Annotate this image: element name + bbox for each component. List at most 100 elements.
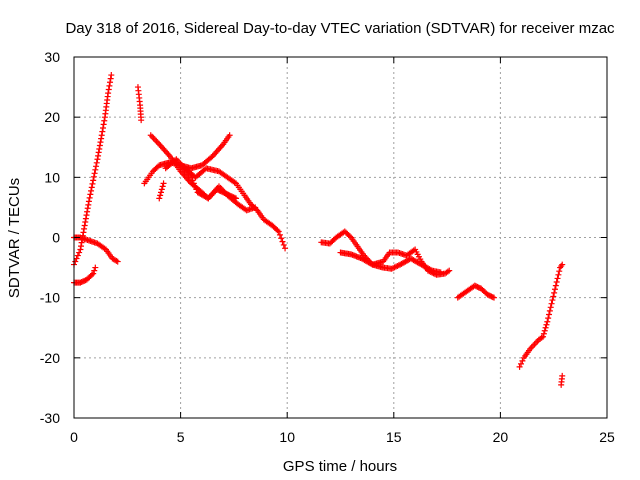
data-point bbox=[90, 173, 97, 180]
data-point bbox=[192, 183, 199, 190]
data-point bbox=[544, 318, 551, 325]
data-point bbox=[89, 180, 96, 187]
data-point bbox=[108, 72, 115, 79]
data-point bbox=[95, 152, 102, 159]
data-point bbox=[84, 208, 91, 215]
data-point bbox=[105, 86, 112, 93]
data-point bbox=[105, 90, 112, 97]
data-point bbox=[280, 241, 287, 248]
data-point bbox=[91, 267, 98, 274]
data-point bbox=[159, 183, 166, 190]
data-point bbox=[556, 268, 563, 275]
data-point bbox=[282, 245, 289, 252]
data-point bbox=[76, 249, 83, 256]
data-points bbox=[71, 72, 566, 388]
data-point bbox=[88, 187, 95, 194]
data-point bbox=[427, 266, 434, 273]
x-tick-label: 25 bbox=[599, 429, 615, 445]
data-point bbox=[114, 258, 121, 265]
data-point bbox=[516, 363, 523, 370]
data-point bbox=[74, 252, 81, 259]
data-point bbox=[81, 225, 88, 232]
data-point bbox=[96, 142, 103, 149]
data-point bbox=[551, 289, 558, 296]
data-point bbox=[226, 132, 233, 139]
data-point bbox=[98, 132, 105, 139]
data-point bbox=[278, 235, 285, 242]
data-point bbox=[96, 145, 103, 152]
data-point bbox=[101, 117, 108, 124]
x-tick-label: 0 bbox=[70, 429, 78, 445]
data-point bbox=[87, 191, 94, 198]
data-point bbox=[100, 121, 107, 128]
data-point bbox=[549, 297, 556, 304]
data-point bbox=[437, 269, 444, 276]
x-tick-labels: 0 5 10 15 20 25 bbox=[70, 429, 615, 445]
data-point bbox=[208, 154, 215, 161]
data-point bbox=[73, 255, 80, 262]
data-point bbox=[546, 307, 553, 314]
data-point bbox=[90, 177, 97, 184]
data-point bbox=[85, 201, 92, 208]
data-point bbox=[160, 180, 167, 187]
data-point bbox=[552, 282, 559, 289]
data-point bbox=[77, 246, 84, 253]
data-point bbox=[193, 186, 200, 193]
data-point bbox=[93, 163, 100, 170]
data-point bbox=[94, 156, 101, 163]
y-tick-label: -30 bbox=[40, 410, 60, 426]
grid-lines bbox=[74, 57, 607, 418]
data-point bbox=[203, 194, 210, 201]
data-point bbox=[189, 177, 196, 184]
data-point bbox=[85, 198, 92, 205]
y-tick-label: -20 bbox=[40, 350, 60, 366]
data-point bbox=[84, 205, 91, 212]
data-point bbox=[99, 124, 106, 131]
data-point bbox=[81, 222, 88, 229]
data-point bbox=[91, 170, 98, 177]
y-tick-label: 0 bbox=[52, 230, 60, 246]
x-tick-label: 10 bbox=[279, 429, 295, 445]
data-point bbox=[554, 275, 561, 282]
data-point bbox=[553, 279, 560, 286]
x-tick-label: 20 bbox=[493, 429, 509, 445]
y-tick-label: 20 bbox=[44, 109, 60, 125]
y-tick-labels: -30 -20 -10 0 10 20 30 bbox=[40, 49, 60, 426]
data-point bbox=[276, 231, 283, 238]
data-point bbox=[82, 219, 89, 226]
x-tick-label: 15 bbox=[386, 429, 402, 445]
data-point bbox=[78, 243, 85, 250]
data-point bbox=[80, 229, 87, 236]
data-point bbox=[252, 204, 259, 211]
data-point bbox=[156, 195, 163, 202]
data-point bbox=[92, 166, 99, 173]
data-point bbox=[543, 321, 550, 328]
data-point bbox=[540, 330, 547, 337]
data-point bbox=[157, 192, 164, 199]
data-point bbox=[548, 300, 555, 307]
data-point bbox=[518, 360, 525, 367]
data-point bbox=[90, 270, 97, 277]
y-axis-label: SDTVAR / TECUs bbox=[6, 178, 23, 298]
data-point bbox=[113, 257, 120, 264]
data-point bbox=[98, 135, 105, 142]
x-tick-label: 5 bbox=[177, 429, 185, 445]
data-point bbox=[489, 294, 496, 301]
data-point bbox=[83, 212, 90, 219]
data-point bbox=[546, 311, 553, 318]
data-point bbox=[279, 238, 286, 245]
data-point bbox=[188, 174, 195, 181]
data-point bbox=[158, 186, 165, 193]
data-point bbox=[107, 75, 114, 82]
data-point bbox=[551, 286, 558, 293]
data-point bbox=[99, 128, 106, 135]
data-point bbox=[88, 271, 95, 278]
y-tick-label: 10 bbox=[44, 169, 60, 185]
data-point bbox=[82, 215, 89, 222]
data-point bbox=[540, 333, 547, 340]
data-point bbox=[545, 315, 552, 322]
data-point bbox=[559, 372, 566, 379]
data-point bbox=[190, 180, 197, 187]
data-point bbox=[106, 82, 113, 89]
